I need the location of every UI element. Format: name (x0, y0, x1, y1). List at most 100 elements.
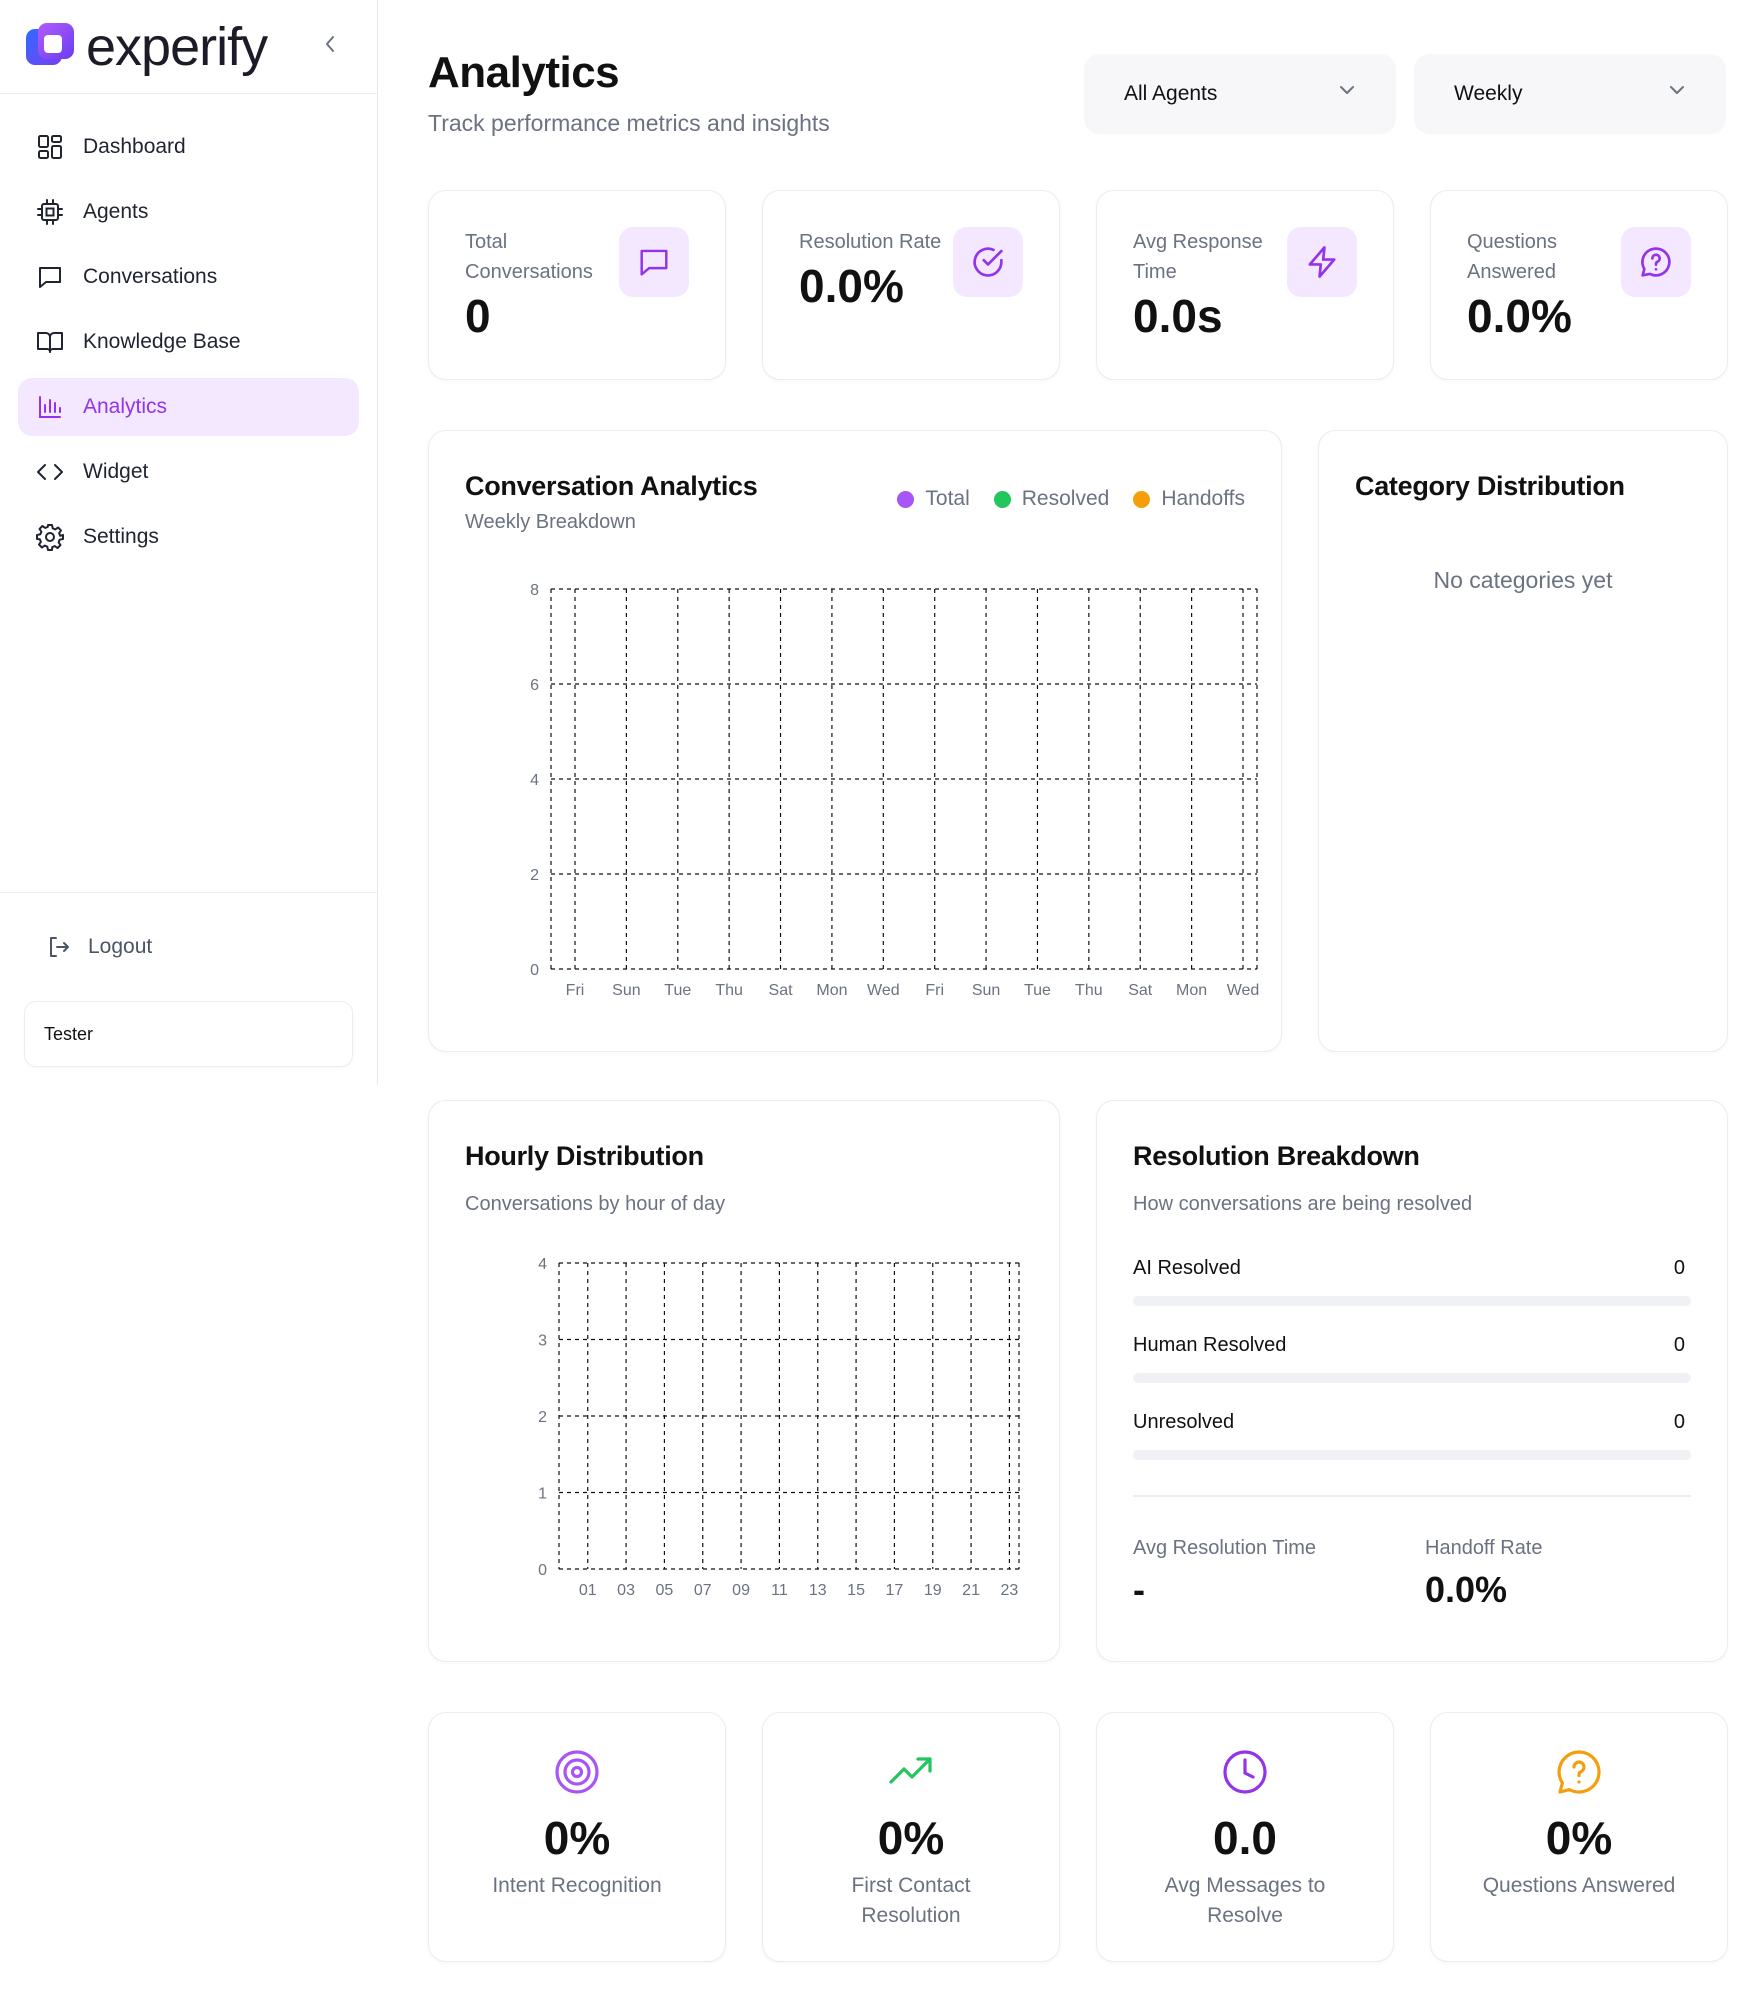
legend-item-resolved[interactable]: Resolved (993, 487, 1110, 511)
y-tick-label: 1 (538, 1486, 547, 1503)
sidebar-item-knowledge-base[interactable]: Knowledge Base (18, 313, 359, 371)
x-tick-label: 21 (962, 1582, 980, 1599)
page-title: Analytics (428, 48, 620, 97)
book-icon (36, 328, 64, 356)
x-tick-label: Sat (1128, 982, 1153, 999)
chevron-down-icon (1670, 86, 1684, 94)
hourly-distribution-card: Hourly Distribution Conversations by hou… (428, 1100, 1060, 1662)
x-tick-label: 01 (579, 1582, 597, 1599)
progress-bar (1133, 1296, 1691, 1306)
y-tick-label: 2 (538, 1409, 547, 1426)
stat-label: Resolution Rate (799, 231, 942, 253)
resolution-row-value: 0 (1673, 1257, 1685, 1279)
avg-resolution-time-value: - (1133, 1569, 1145, 1610)
x-tick-label: 03 (617, 1582, 635, 1599)
handoff-rate-value: 0.0% (1425, 1569, 1508, 1610)
x-tick-label: 13 (809, 1582, 827, 1599)
empty-state-text: No categories yet (1433, 567, 1613, 593)
legend-label: Resolved (1021, 487, 1110, 510)
collapse-sidebar-button[interactable] (318, 32, 342, 56)
sidebar-item-label: Knowledge Base (83, 330, 241, 353)
stat-card-resolution-rate: Resolution Rate 0.0% (762, 190, 1060, 380)
x-tick-label: Sun (612, 982, 640, 999)
chevron-down-icon (1340, 86, 1354, 94)
clock-icon (1097, 1749, 1393, 1795)
kpi-card-questions-answered: 0% Questions Answered (1430, 1712, 1728, 1962)
page-subtitle: Track performance metrics and insights (428, 110, 830, 136)
check-circle-icon (953, 227, 1023, 297)
logo-icon (26, 22, 74, 71)
legend-label: Total (925, 487, 970, 510)
legend-item-total[interactable]: Total (897, 487, 970, 511)
sidebar-item-label: Conversations (83, 265, 218, 288)
card-subtitle: How conversations are being resolved (1133, 1193, 1473, 1215)
progress-bar (1133, 1373, 1691, 1383)
progress-bar (1133, 1450, 1691, 1460)
x-tick-label: Fri (566, 982, 585, 999)
stat-card-total-conversations: Total Conversations 0 (428, 190, 726, 380)
y-tick-label: 6 (530, 677, 539, 694)
resolution-breakdown-card: Resolution Breakdown How conversations a… (1096, 1100, 1728, 1662)
card-title: Conversation Analytics (465, 471, 758, 501)
stat-card-avg-response-time: Avg Response Time 0.0s (1096, 190, 1394, 380)
kpi-card-first-contact-resolution: 0% First Contact Resolution (762, 1712, 1060, 1962)
card-title: Category Distribution (1355, 471, 1625, 501)
kpi-value: 0.0 (1213, 1812, 1277, 1864)
trending-up-icon (763, 1749, 1059, 1795)
sidebar: experify Dashboard Agents Conversations (0, 0, 378, 1085)
legend-dot (1133, 490, 1151, 508)
conversation-analytics-card: Conversation Analytics Weekly Breakdown … (428, 430, 1282, 1052)
kpi-value: 0% (1545, 1812, 1613, 1864)
sidebar-item-label: Dashboard (83, 135, 186, 158)
sidebar-item-analytics[interactable]: Analytics (18, 378, 359, 436)
x-tick-label: 07 (694, 1582, 712, 1599)
kpi-card-intent-recognition: 0% Intent Recognition (428, 1712, 726, 1962)
agent-filter-value: All Agents (1124, 82, 1218, 105)
sidebar-nav: Dashboard Agents Conversations Knowledge… (0, 94, 377, 566)
stat-label: Total Conversations (465, 231, 593, 283)
x-tick-label: 17 (886, 1582, 904, 1599)
kpi-label: First Contact Resolution (851, 1874, 971, 1927)
kpi-label: Avg Messages to Resolve (1164, 1874, 1326, 1927)
legend-dot (993, 490, 1011, 508)
message-square-icon (619, 227, 689, 297)
user-profile[interactable]: Tester (24, 1001, 353, 1067)
x-tick-label: 05 (656, 1582, 674, 1599)
sidebar-item-widget[interactable]: Widget (18, 443, 359, 501)
x-tick-label: Wed (1227, 982, 1260, 999)
period-filter-value: Weekly (1454, 82, 1523, 105)
help-circle-icon (1431, 1749, 1727, 1795)
x-tick-label: 19 (924, 1582, 942, 1599)
stat-value: 0.0% (1467, 290, 1572, 342)
resolution-row-ai: AI Resolved 0 (1133, 1257, 1691, 1307)
sidebar-item-conversations[interactable]: Conversations (18, 248, 359, 306)
sidebar-item-agents[interactable]: Agents (18, 183, 359, 241)
resolution-row-unresolved: Unresolved 0 (1133, 1411, 1691, 1461)
category-distribution-card: Category Distribution No categories yet (1318, 430, 1728, 1052)
target-icon (429, 1749, 725, 1795)
logout-label: Logout (88, 935, 153, 958)
sidebar-item-label: Settings (83, 525, 159, 548)
legend-dot (897, 490, 915, 508)
code-icon (36, 458, 64, 486)
sidebar-item-dashboard[interactable]: Dashboard (18, 118, 359, 176)
stat-card-questions-answered: Questions Answered 0.0% (1430, 190, 1728, 380)
sidebar-item-settings[interactable]: Settings (18, 508, 359, 566)
y-tick-label: 2 (530, 867, 539, 884)
period-filter-select[interactable]: Weekly (1414, 54, 1726, 134)
x-tick-label: Tue (1024, 982, 1051, 999)
card-title: Hourly Distribution (465, 1141, 704, 1171)
card-title: Resolution Breakdown (1133, 1141, 1420, 1171)
logout-button[interactable]: Logout (24, 919, 353, 975)
kpi-label: Questions Answered (1482, 1874, 1676, 1897)
logout-icon (46, 934, 72, 960)
kpi-card-avg-messages-to-resolve: 0.0 Avg Messages to Resolve (1096, 1712, 1394, 1962)
bar-chart-icon (36, 393, 64, 421)
x-tick-label: Wed (867, 982, 900, 999)
brand-name: experify (86, 16, 268, 77)
cpu-icon (36, 198, 64, 226)
legend-label: Handoffs (1161, 487, 1245, 510)
legend-item-handoffs[interactable]: Handoffs (1133, 487, 1245, 511)
card-subtitle: Conversations by hour of day (465, 1193, 726, 1215)
agent-filter-select[interactable]: All Agents (1084, 54, 1396, 134)
